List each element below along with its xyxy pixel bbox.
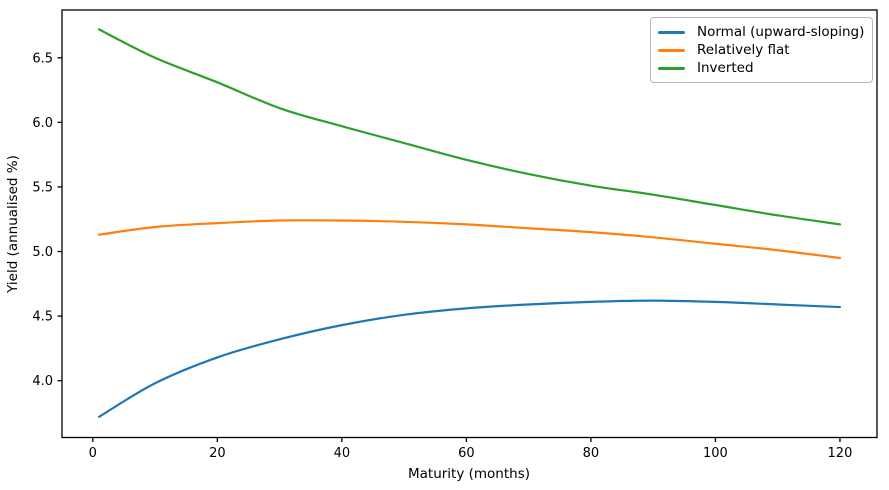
x-tick-label: 60 bbox=[458, 446, 475, 461]
x-tick-label: 40 bbox=[334, 446, 351, 461]
x-tick-label: 0 bbox=[89, 446, 97, 461]
y-tick-label: 6.0 bbox=[32, 116, 53, 131]
curve-1 bbox=[97, 219, 842, 260]
curve-0 bbox=[97, 299, 842, 418]
legend-label-inverted: Inverted bbox=[697, 60, 754, 76]
y-tick-label: 6.5 bbox=[32, 51, 53, 66]
x-tick-label: 120 bbox=[828, 446, 853, 461]
y-tick-label: 4.5 bbox=[32, 310, 53, 325]
legend: Normal (upward-sloping) Relatively flat … bbox=[650, 17, 873, 83]
legend-line-swatch-flat bbox=[658, 48, 685, 52]
x-tick-label: 20 bbox=[209, 446, 226, 461]
y-axis-label: Yield (annualised %) bbox=[5, 155, 21, 294]
legend-line-swatch-normal bbox=[658, 30, 685, 34]
y-tick-label: 5.0 bbox=[32, 245, 53, 260]
x-tick-label: 80 bbox=[583, 446, 600, 461]
legend-item-flat: Relatively flat bbox=[658, 41, 864, 59]
legend-label-flat: Relatively flat bbox=[697, 42, 790, 58]
plot-border bbox=[61, 9, 878, 439]
legend-item-inverted: Inverted bbox=[658, 59, 864, 77]
legend-item-normal: Normal (upward-sloping) bbox=[658, 23, 864, 41]
legend-label-normal: Normal (upward-sloping) bbox=[697, 24, 865, 40]
yield-curves bbox=[97, 28, 842, 418]
y-tick-label: 5.5 bbox=[32, 180, 53, 195]
curve-2 bbox=[97, 28, 842, 226]
y-tick-label: 4.0 bbox=[32, 374, 53, 389]
x-tick-label: 100 bbox=[703, 446, 728, 461]
legend-line-swatch-inverted bbox=[658, 66, 685, 70]
x-axis-label: Maturity (months) bbox=[408, 466, 530, 482]
axis-ticks: 0 20 40 60 80 100 120 4.0 4.5 5.0 5.5 6.0 6.5 bbox=[32, 51, 852, 461]
